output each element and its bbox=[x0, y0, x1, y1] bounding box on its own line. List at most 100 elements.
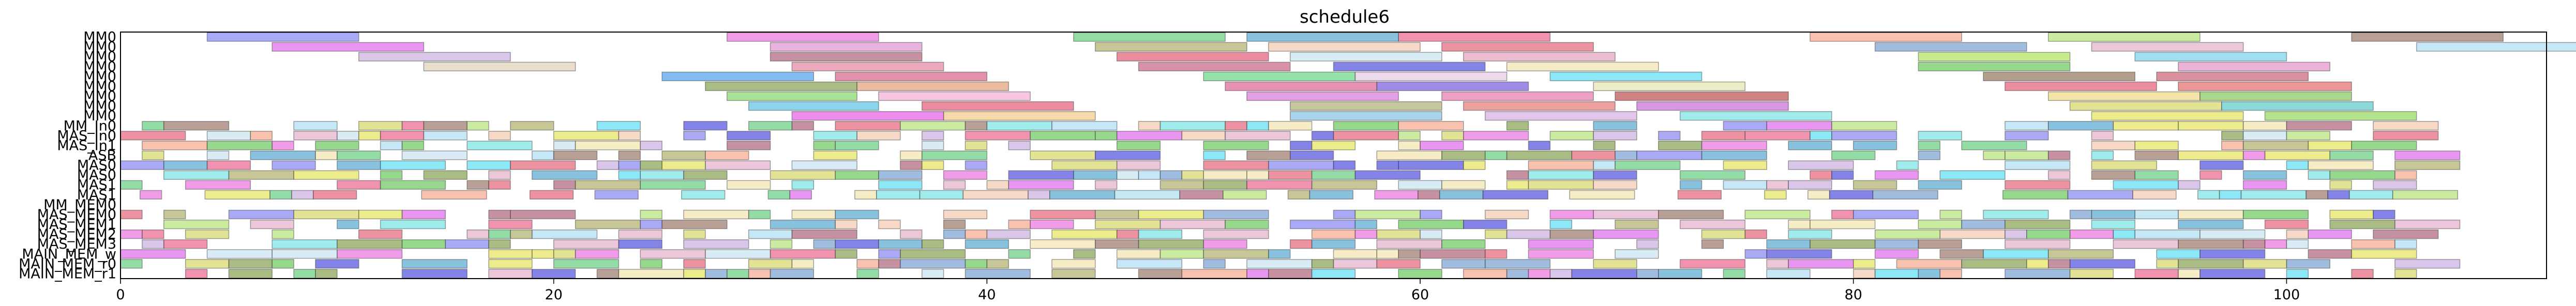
task-bar bbox=[163, 209, 186, 220]
task-bar bbox=[466, 229, 489, 239]
task-bar bbox=[1615, 160, 1681, 170]
task-bar bbox=[1398, 269, 1442, 279]
task-bar bbox=[1049, 190, 1116, 200]
task-bar bbox=[1246, 170, 1269, 180]
task-bar bbox=[683, 170, 728, 180]
task-bar bbox=[1420, 229, 1442, 239]
task-bar bbox=[163, 219, 230, 230]
task-bar bbox=[1766, 249, 1832, 259]
row-label: ASB bbox=[88, 148, 116, 164]
task-bar bbox=[2047, 170, 2071, 180]
task-bar bbox=[1441, 239, 1486, 249]
task-bar bbox=[272, 160, 316, 170]
task-bar bbox=[1679, 111, 1832, 121]
task-bar bbox=[683, 269, 706, 279]
task-bar bbox=[2242, 121, 2287, 131]
task-bar bbox=[163, 121, 230, 131]
row-label: MAS0 bbox=[77, 158, 116, 174]
task-bar bbox=[1223, 190, 1267, 200]
row-label: MAS0 bbox=[77, 167, 116, 183]
task-bar bbox=[1418, 190, 1440, 200]
task-bar bbox=[269, 190, 292, 200]
task-bar bbox=[1246, 269, 1269, 279]
task-bar bbox=[1441, 131, 1464, 141]
task-bar bbox=[1593, 209, 1659, 220]
row-label: MAS_MEM2 bbox=[37, 226, 116, 242]
task-bar bbox=[2286, 269, 2309, 279]
task-bar bbox=[854, 190, 877, 200]
task-bar bbox=[943, 209, 988, 220]
task-bar bbox=[1549, 71, 1703, 82]
task-bar bbox=[2113, 239, 2179, 249]
task-bar bbox=[1159, 219, 1226, 230]
task-bar bbox=[488, 229, 511, 239]
task-bar bbox=[965, 160, 988, 170]
task-bar bbox=[1008, 170, 1074, 180]
task-bar bbox=[1463, 269, 1508, 279]
task-bar bbox=[272, 239, 338, 249]
task-bar bbox=[1807, 190, 1830, 200]
task-bar bbox=[1311, 131, 1334, 141]
task-bar bbox=[791, 229, 857, 239]
task-bar bbox=[1376, 259, 1421, 269]
task-bar bbox=[1788, 180, 1832, 190]
task-bar bbox=[1051, 259, 1096, 269]
task-bar bbox=[1203, 229, 1269, 239]
task-bar bbox=[1723, 160, 1767, 170]
task-bar bbox=[1852, 209, 1919, 220]
task-bar bbox=[1179, 190, 1224, 200]
task-bar bbox=[2113, 229, 2135, 239]
task-bar bbox=[618, 150, 641, 160]
task-bar bbox=[1484, 249, 1508, 259]
task-bar bbox=[1658, 269, 1703, 279]
task-bar bbox=[921, 101, 1074, 111]
task-bar bbox=[1225, 121, 1247, 131]
row-label: MM0 bbox=[83, 39, 116, 55]
task-bar bbox=[2200, 229, 2266, 239]
task-bar bbox=[293, 131, 338, 141]
task-bar bbox=[1636, 101, 1789, 111]
task-bar bbox=[380, 131, 425, 141]
task-bar bbox=[1482, 190, 1548, 200]
task-bar bbox=[1701, 141, 1767, 150]
task-bar bbox=[1918, 269, 1940, 279]
task-bar bbox=[1593, 141, 1616, 150]
task-bar bbox=[1376, 150, 1442, 160]
task-bar bbox=[2134, 269, 2179, 279]
task-bar bbox=[358, 52, 511, 62]
task-bar bbox=[1203, 160, 1269, 170]
task-bar bbox=[1376, 229, 1421, 239]
task-bar bbox=[965, 239, 1009, 249]
task-bar bbox=[835, 249, 857, 259]
task-bar bbox=[1159, 170, 1183, 180]
task-bar bbox=[965, 229, 988, 239]
task-bar bbox=[1658, 141, 1703, 150]
task-bar bbox=[813, 239, 836, 249]
task-bar bbox=[1874, 42, 2027, 52]
task-bar bbox=[1116, 229, 1139, 239]
task-bar bbox=[401, 121, 425, 131]
task-bar bbox=[1289, 219, 1356, 230]
task-bar bbox=[1333, 249, 1378, 259]
task-bar bbox=[791, 180, 815, 190]
task-bar bbox=[401, 150, 468, 160]
task-bar bbox=[2242, 170, 2287, 180]
task-bar bbox=[293, 269, 316, 279]
task-bar bbox=[1289, 52, 1442, 62]
row-label: MAIN_MEM_r1 bbox=[19, 266, 116, 282]
row-label: MM0 bbox=[83, 79, 116, 95]
task-bar bbox=[575, 141, 641, 150]
task-bar bbox=[1831, 131, 1897, 141]
task-bar bbox=[2242, 131, 2287, 141]
task-bar bbox=[358, 209, 403, 220]
task-bar bbox=[1528, 141, 1551, 150]
x-tick-label: 60 bbox=[1411, 287, 1429, 303]
task-bar bbox=[2005, 81, 2157, 91]
row-label: MM0 bbox=[83, 88, 116, 104]
task-bar bbox=[727, 91, 857, 101]
task-bar bbox=[618, 170, 641, 180]
task-bar bbox=[553, 239, 620, 249]
task-bar bbox=[1376, 249, 1399, 259]
task-bar bbox=[1484, 229, 1508, 239]
task-bar bbox=[1095, 42, 1247, 52]
